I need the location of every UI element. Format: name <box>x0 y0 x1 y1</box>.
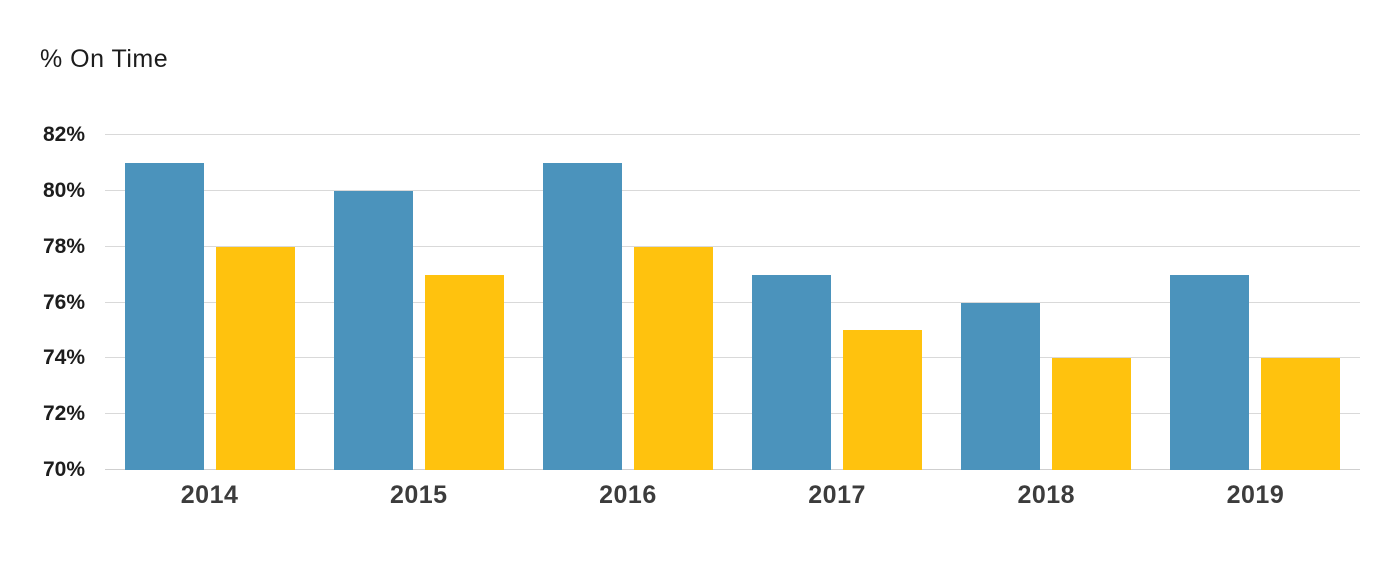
bar-yellow-2018[interactable] <box>1052 358 1132 470</box>
gridline-78 <box>105 245 1360 247</box>
y-tick-label-80: 80% <box>42 178 85 202</box>
chart-title: % On Time <box>40 45 169 73</box>
bar-group-2014: 2014 <box>105 135 314 509</box>
gridline-82 <box>105 134 1360 135</box>
gridline-72 <box>105 413 1360 415</box>
bar-group-2016: 2016 <box>523 135 732 509</box>
bar-yellow-2014[interactable] <box>215 246 295 470</box>
y-tick-label-78: 78% <box>42 234 85 258</box>
bar-blue-2019[interactable] <box>1170 274 1250 470</box>
gridline-74 <box>105 357 1360 359</box>
y-tick-label-82: 82% <box>42 123 85 146</box>
gridline-80 <box>105 189 1360 191</box>
y-tick-label-76: 76% <box>42 290 85 314</box>
y-axis: 70% 72% 74% 76% 78% 80% 82% <box>0 123 85 481</box>
x-tick-label-2019: 2019 <box>1226 481 1285 509</box>
bar-blue-2016[interactable] <box>542 162 622 470</box>
x-tick-label-2018: 2018 <box>1017 481 1076 509</box>
plot-area: 2014 2015 2016 2017 2018 2019 <box>105 134 1360 509</box>
bar-blue-2014[interactable] <box>124 162 204 470</box>
x-tick-label-2016: 2016 <box>599 481 657 509</box>
bar-groups: 2014 2015 2016 2017 2018 2019 <box>105 135 1360 509</box>
y-tick-label-74: 74% <box>42 346 85 370</box>
x-tick-label-2017: 2017 <box>808 481 866 509</box>
bar-yellow-2019[interactable] <box>1261 358 1341 470</box>
bar-group-2019: 2019 <box>1151 135 1360 509</box>
x-tick-label-2014: 2014 <box>180 481 239 509</box>
bar-blue-2018[interactable] <box>961 302 1041 470</box>
bar-yellow-2015[interactable] <box>424 274 504 470</box>
bar-group-2017: 2017 <box>733 135 942 509</box>
x-tick-label-2015: 2015 <box>389 481 448 509</box>
bar-group-2018: 2018 <box>942 135 1151 509</box>
bar-blue-2017[interactable] <box>752 274 832 470</box>
bar-blue-2015[interactable] <box>333 190 413 470</box>
bar-yellow-2016[interactable] <box>633 246 713 470</box>
y-tick-label-72: 72% <box>42 402 85 426</box>
gridline-70 <box>105 469 1360 470</box>
y-tick-label-70: 70% <box>42 458 85 481</box>
bar-group-2015: 2015 <box>314 135 523 509</box>
bar-yellow-2017[interactable] <box>843 330 923 470</box>
gridline-76 <box>105 301 1360 303</box>
